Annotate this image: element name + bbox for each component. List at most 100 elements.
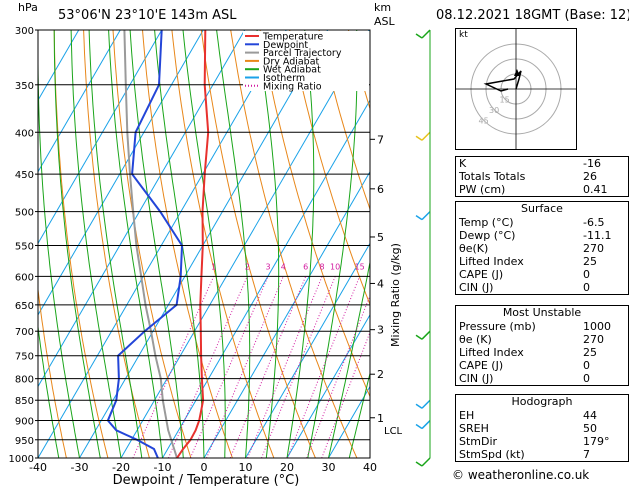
pressure-tick-label: 900 <box>15 417 34 428</box>
table-row-value: -6.5 <box>583 216 605 229</box>
hodograph-table: Hodograph EH 44 SREH 50 StmDir 179° StmSpd (kt)… <box>455 394 629 462</box>
copyright: © weatheronline.co.uk <box>452 468 590 482</box>
table-row: Totals Totals 26 <box>456 170 628 183</box>
pressure-unit: hPa <box>18 1 38 14</box>
wind-barb <box>421 211 431 221</box>
parcel-trajectory <box>123 30 178 458</box>
table-row-value: -11.1 <box>583 229 612 242</box>
table-row-label: Totals Totals <box>459 170 526 183</box>
wind-barb-flag <box>415 334 423 340</box>
wind-barb-flag <box>415 461 423 467</box>
lcl-label: LCL <box>384 426 403 437</box>
table-row-value: 7 <box>583 448 590 461</box>
table-row: StmSpd (kt) 7 <box>456 448 628 461</box>
wind-barb <box>421 399 431 409</box>
hodograph-ring-label: 45 <box>479 117 489 126</box>
table-row-label: PW (cm) <box>459 183 506 196</box>
km-tick-label: 2 <box>377 368 384 381</box>
hodograph-trace <box>483 70 522 92</box>
table-row: CIN (J) 0 <box>456 281 628 294</box>
table-row-label: Pressure (mb) <box>459 320 536 333</box>
table-row-label: CAPE (J) <box>459 359 504 372</box>
table-title: Most Unstable <box>502 306 582 319</box>
table-row-label: CIN (J) <box>459 372 494 385</box>
table-row-value: 0 <box>583 281 590 294</box>
table-row-value: 0.41 <box>583 183 608 196</box>
plot-frame <box>37 29 371 459</box>
table-title: Hodograph <box>511 395 573 408</box>
km-tick-label: 1 <box>377 412 384 425</box>
km-tick-label: 5 <box>377 231 384 244</box>
wind-barb <box>421 330 431 340</box>
pressure-tick-label: 950 <box>15 436 34 447</box>
storm-motion-marker <box>514 69 520 76</box>
temp-tick-label: 40 <box>363 461 377 474</box>
table-row: StmDir 179° <box>456 435 628 448</box>
dry-adiabat <box>230 30 358 458</box>
table-row-label: CIN (J) <box>459 281 494 294</box>
wind-barb-flag <box>415 403 423 409</box>
table-row-value: 270 <box>583 242 604 255</box>
mixing-ratio-line <box>321 330 370 458</box>
temp-tick-label: -30 <box>71 461 89 474</box>
isotherm <box>203 170 370 458</box>
table-row-value: 270 <box>583 333 604 346</box>
isotherm <box>38 30 246 388</box>
dry-adiabat <box>318 30 370 211</box>
table-row-label: Temp (°C) <box>459 216 514 229</box>
isotherm <box>38 30 287 458</box>
pressure-tick-label: 650 <box>15 301 34 312</box>
table-row: PW (cm) 0.41 <box>456 183 628 196</box>
table-row-label: θe(K) <box>459 242 489 255</box>
table-row: EH 44 <box>456 409 628 422</box>
surface-table: Surface Temp (°C) -6.5 Dewp (°C) -11.1 θe(K) 2… <box>455 201 629 295</box>
legend-entry: Isotherm <box>263 73 305 84</box>
table-row: K -16 <box>456 157 628 170</box>
mixing-ratio-line <box>167 276 248 458</box>
table-row-value: 0 <box>583 359 590 372</box>
temp-tick-label: 0 <box>201 461 208 474</box>
pressure-tick-label: 500 <box>15 208 34 219</box>
mixing-ratio-label: 10 <box>330 262 340 271</box>
table-row: θe(K) 270 <box>456 242 628 255</box>
dewpoint-profile <box>106 30 184 458</box>
datetime: 08.12.2021 18GMT (Base: 12) <box>436 8 629 23</box>
table-row: CAPE (J) 0 <box>456 359 628 372</box>
table-row-label: StmDir <box>459 435 498 448</box>
table-row: Temp (°C) -6.5 <box>456 216 628 229</box>
wind-barb-flag <box>415 214 423 221</box>
dry-adiabat <box>142 30 233 458</box>
wind-barb <box>421 457 431 467</box>
isotherm <box>38 30 121 173</box>
indices-table: K -16 Totals Totals 26 PW (cm) 0.41 <box>455 156 629 197</box>
mixing-ratio-label: 15 <box>355 262 365 271</box>
table-row-label: K <box>459 157 467 170</box>
table-row-value: 1000 <box>583 320 611 333</box>
wind-barb-flag <box>415 423 423 430</box>
legend-entry: Wet Adiabat <box>263 65 321 76</box>
temp-tick-label: 10 <box>239 461 253 474</box>
table-row-value: 0 <box>583 372 590 385</box>
table-row-label: SREH <box>459 422 489 435</box>
table-row-value: 44 <box>583 409 597 422</box>
wet-adiabat <box>348 371 370 458</box>
table-row-label: StmSpd (kt) <box>459 448 525 461</box>
mixing-ratio-label: 3 <box>266 262 271 271</box>
legend-entry: Temperature <box>262 32 323 43</box>
dry-adiabat <box>53 30 109 458</box>
table-row-value: -16 <box>583 157 601 170</box>
pressure-tick-label: 550 <box>15 241 34 252</box>
dry-adiabat <box>200 30 316 458</box>
pressure-tick-label: 450 <box>15 170 34 181</box>
pressure-tick-label: 850 <box>15 396 34 407</box>
isotherm <box>286 313 370 458</box>
km-tick-label: 6 <box>377 183 384 196</box>
table-row-label: CAPE (J) <box>459 268 504 281</box>
dry-adiabat <box>289 30 370 306</box>
hodograph: kt 15 30 45 <box>455 28 577 150</box>
legend-box <box>243 31 369 91</box>
pressure-tick-label: 400 <box>15 128 34 139</box>
legend-entry: Mixing Ratio <box>263 81 322 92</box>
